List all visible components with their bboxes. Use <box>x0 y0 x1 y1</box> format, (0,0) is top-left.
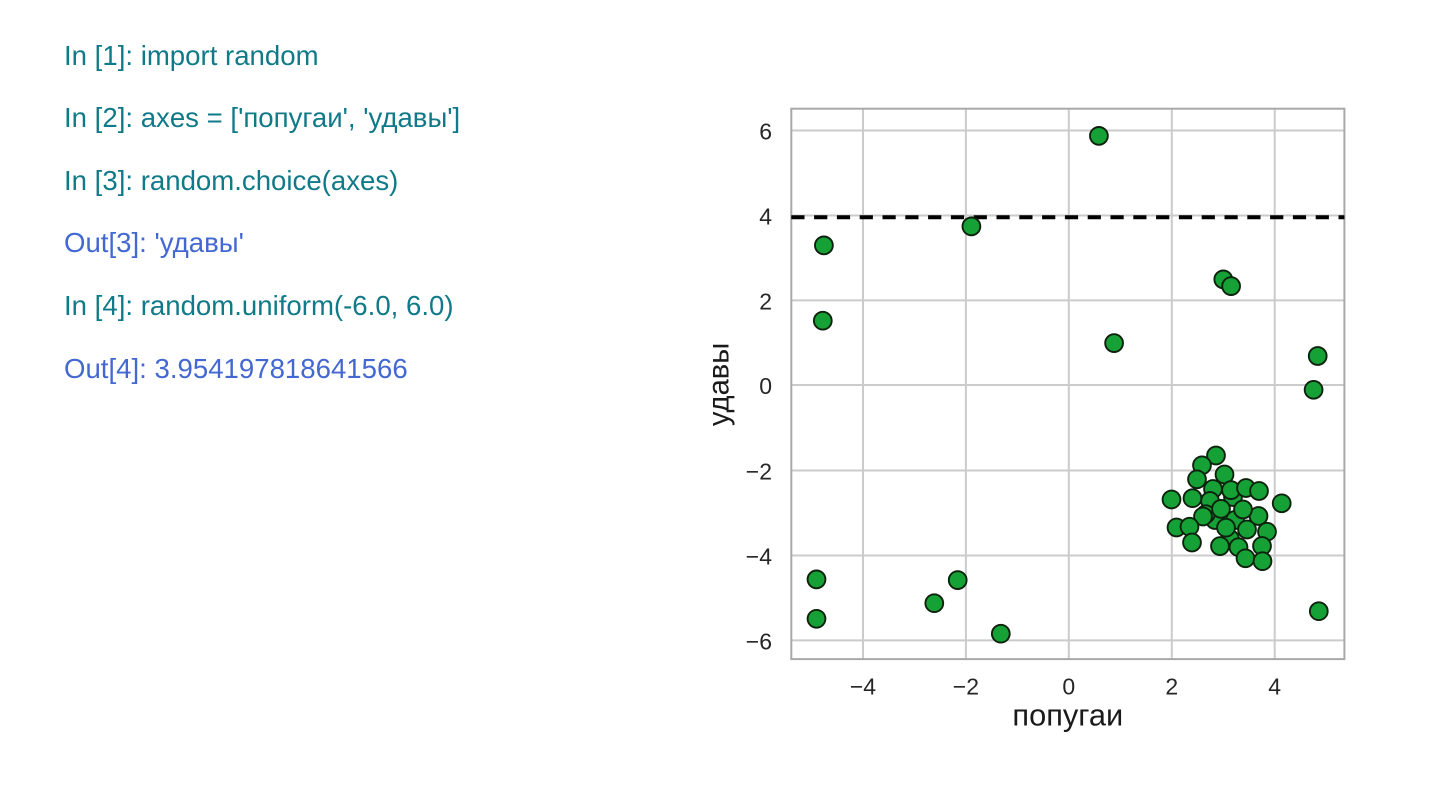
svg-text:попугаи: попугаи <box>1012 698 1123 733</box>
svg-text:−2: −2 <box>953 674 979 700</box>
svg-text:2: 2 <box>1165 674 1178 700</box>
svg-text:−6: −6 <box>746 628 772 654</box>
svg-text:2: 2 <box>759 288 772 314</box>
svg-text:удавы: удавы <box>704 343 736 426</box>
svg-text:0: 0 <box>1062 674 1075 700</box>
svg-text:−4: −4 <box>850 674 876 700</box>
svg-text:−2: −2 <box>746 458 772 484</box>
svg-text:−4: −4 <box>746 543 772 569</box>
svg-text:6: 6 <box>759 118 772 144</box>
svg-text:4: 4 <box>759 203 772 229</box>
svg-text:0: 0 <box>759 373 772 399</box>
svg-text:4: 4 <box>1268 674 1281 700</box>
